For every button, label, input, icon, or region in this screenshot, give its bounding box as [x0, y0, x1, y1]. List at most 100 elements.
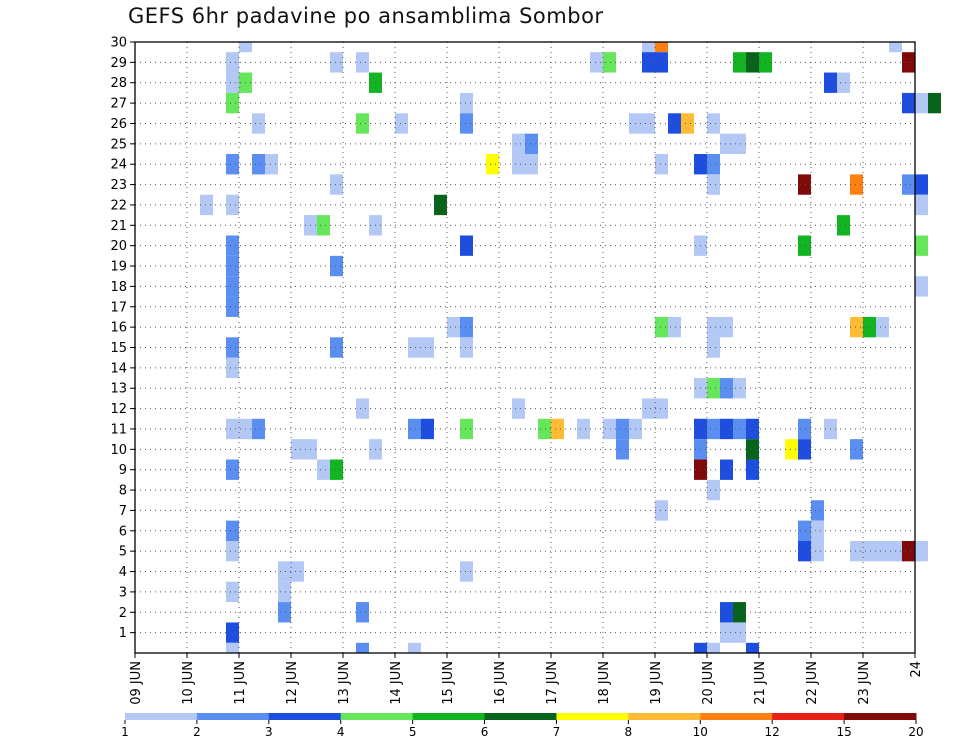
heatmap-cell	[226, 296, 239, 317]
heatmap-cell	[720, 378, 733, 399]
y-tick-label: 14	[110, 361, 127, 376]
x-tick-label: 18 JUN	[597, 661, 612, 705]
y-tick-label: 6	[119, 524, 127, 539]
heatmap-cell	[902, 52, 915, 73]
heatmap-cell	[746, 642, 759, 653]
heatmap-cell	[720, 133, 733, 155]
heatmap-cell	[421, 337, 434, 358]
heatmap-cell	[252, 418, 265, 440]
heatmap-cell	[798, 174, 811, 195]
legend-label: 1	[121, 725, 129, 739]
heatmap-cell	[798, 540, 811, 562]
y-tick-label: 16	[110, 321, 127, 336]
heatmap-cell	[252, 113, 265, 134]
heatmap-cell	[278, 602, 291, 623]
heatmap-cell	[330, 337, 343, 358]
heatmap-cell	[655, 398, 668, 419]
heatmap-cell	[226, 622, 239, 643]
heatmap-cell	[902, 92, 915, 114]
x-tick-label: 16 JUN	[493, 661, 508, 705]
x-tick-label: 11 JUN	[233, 661, 248, 705]
x-tick-label: 14 JUN	[389, 661, 404, 705]
legend-label: 15	[836, 725, 851, 739]
heatmap-cell	[226, 459, 239, 480]
heatmap-cell	[655, 316, 668, 338]
heatmap-cell	[226, 418, 239, 440]
heatmap-cell	[408, 418, 421, 440]
y-tick-label: 1	[119, 626, 127, 641]
legend-label: 4	[337, 725, 345, 739]
heatmap-cell	[707, 378, 720, 399]
y-tick-label: 27	[110, 97, 127, 112]
y-tick-label: 22	[110, 198, 127, 213]
heatmap-cell	[330, 459, 343, 480]
heatmap-cell	[226, 357, 239, 379]
heatmap-cell	[811, 520, 824, 541]
heatmap-cell	[707, 642, 720, 653]
heatmap-cell	[655, 154, 668, 175]
legend-color-swatch	[556, 713, 629, 720]
heatmap-cell	[551, 418, 564, 440]
y-tick-label: 12	[110, 402, 127, 417]
heatmap-cell	[356, 113, 369, 134]
heatmap-cell	[720, 316, 733, 338]
legend-color-swatch	[628, 713, 701, 720]
heatmap-cell	[915, 92, 928, 114]
heatmap-cell	[460, 561, 473, 582]
heatmap-cell	[226, 92, 239, 114]
heatmap-cell	[226, 235, 239, 256]
x-tick-label: 17 JUN	[545, 661, 560, 705]
heatmap-cell	[798, 520, 811, 541]
heatmap-cell	[447, 316, 460, 338]
heatmap-cell	[226, 520, 239, 541]
heatmap-cell	[226, 276, 239, 297]
y-tick-label: 5	[119, 545, 127, 560]
legend-color-swatch	[484, 713, 557, 720]
legend-color-swatch	[700, 713, 773, 720]
heatmap-cell	[239, 42, 252, 53]
heatmap-cell	[278, 561, 291, 582]
heatmap-cell	[746, 418, 759, 440]
heatmap-cell	[642, 52, 655, 73]
heatmap-cell	[603, 418, 616, 440]
legend-color-swatch	[125, 713, 198, 720]
heatmap-cell	[460, 418, 473, 440]
legend-color-swatch	[196, 713, 270, 720]
heatmap-cell	[603, 52, 616, 73]
heatmap-cell	[720, 602, 733, 623]
heatmap-cell	[330, 52, 343, 73]
y-tick-label: 19	[110, 260, 127, 275]
heatmap-cell	[317, 459, 330, 480]
y-tick-label: 25	[110, 137, 127, 152]
heatmap-cell	[486, 154, 499, 175]
x-tick-label: 15 JUN	[441, 661, 456, 705]
heatmap-cell	[707, 479, 720, 501]
y-tick-label: 28	[110, 76, 127, 91]
heatmap-cell	[252, 154, 265, 175]
heatmap-cell	[837, 215, 850, 236]
legend-color-swatch	[412, 713, 486, 720]
heatmap-cell	[720, 622, 733, 643]
y-tick-label: 8	[119, 484, 127, 499]
legend-label: 7	[553, 725, 561, 739]
y-tick-label: 11	[110, 422, 127, 437]
heatmap-cell	[408, 337, 421, 358]
heatmap-cell	[915, 194, 928, 216]
y-tick-label: 21	[110, 219, 127, 234]
heatmap-cell	[720, 459, 733, 480]
heatmap-cell	[642, 42, 655, 53]
heatmap-cell	[707, 113, 720, 134]
heatmap-cell	[915, 235, 928, 256]
legend-color-swatch	[340, 713, 414, 720]
y-tick-label: 30	[110, 36, 127, 51]
heatmap-cell	[733, 418, 746, 440]
heatmap-cell	[538, 418, 551, 440]
heatmap-cell	[226, 52, 239, 73]
legend-color-swatch	[772, 713, 845, 720]
y-tick-label: 26	[110, 117, 127, 132]
heatmap-cell	[733, 602, 746, 623]
heatmap-cell	[798, 235, 811, 256]
heatmap-cell	[876, 540, 889, 562]
heatmap-cell	[395, 113, 408, 134]
